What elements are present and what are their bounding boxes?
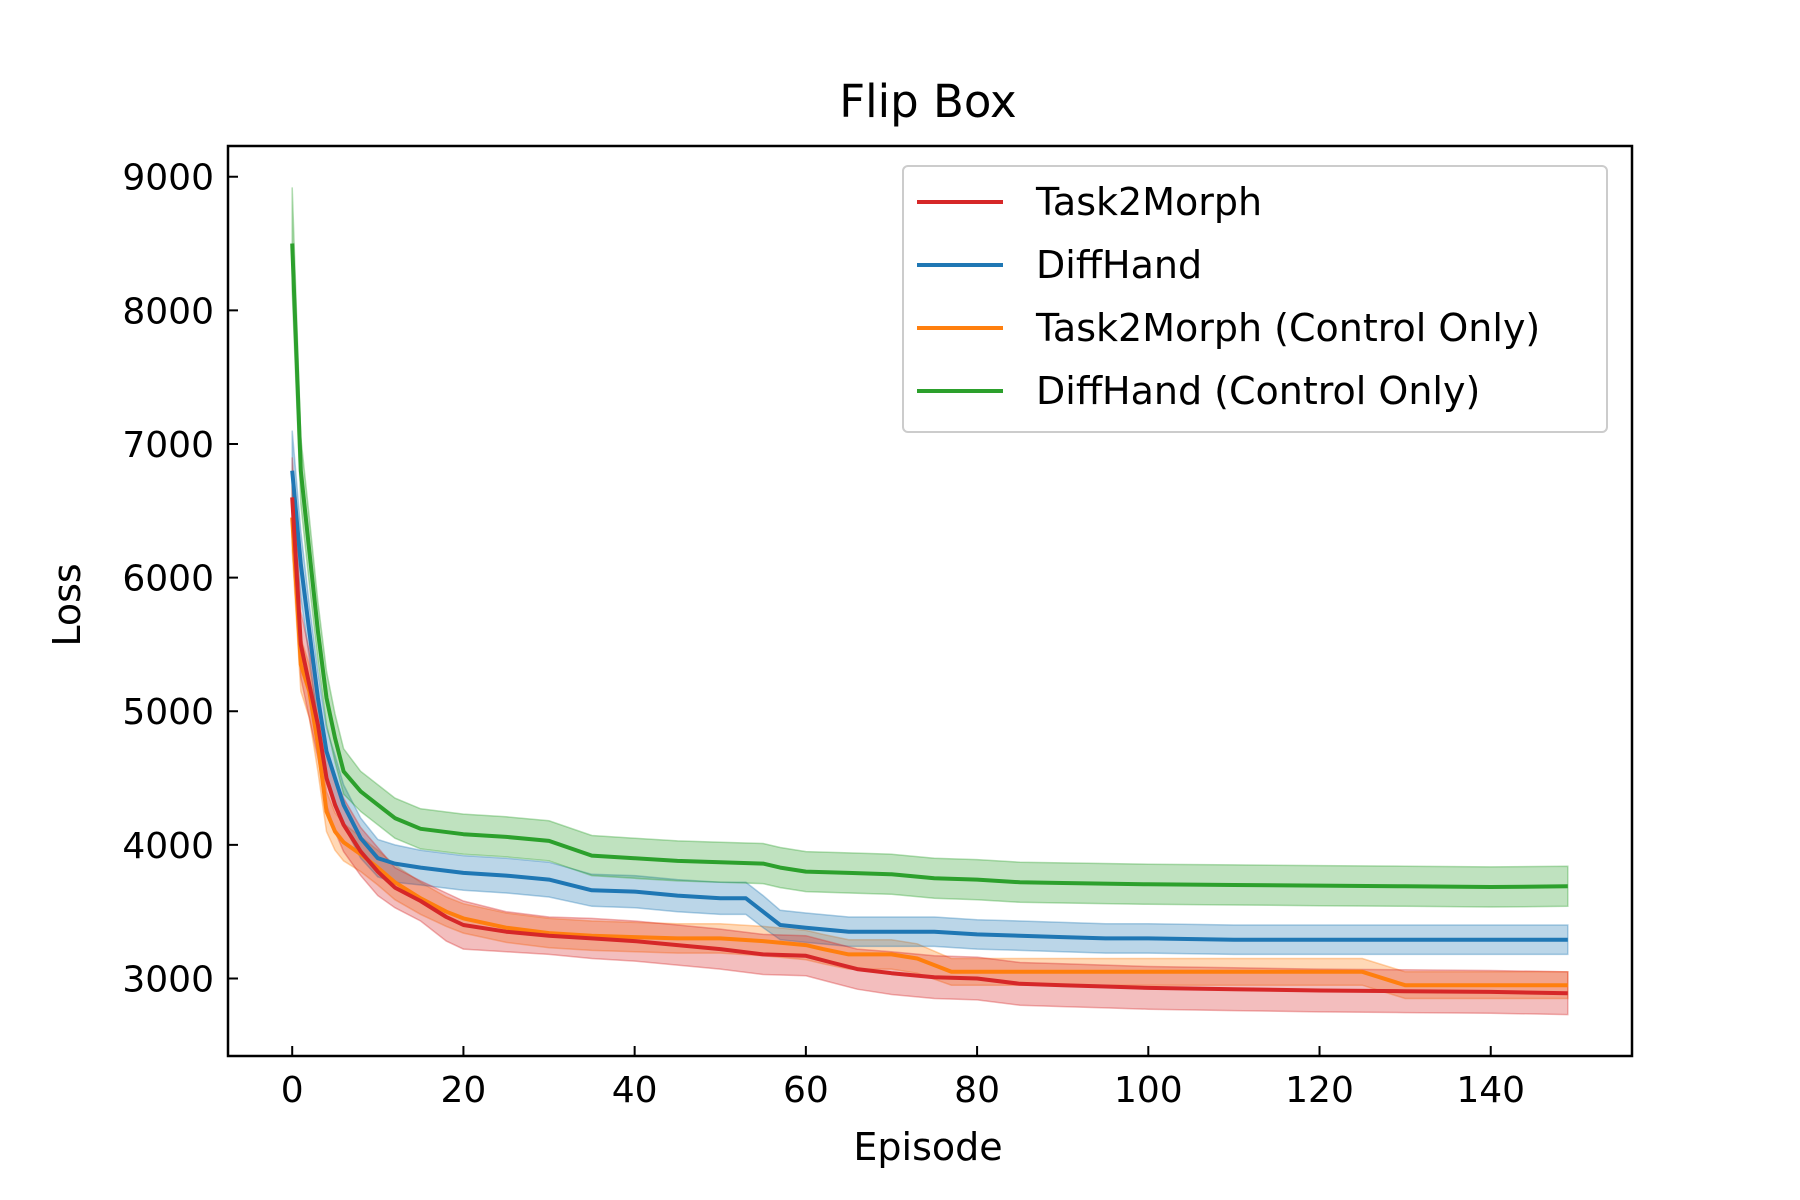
line-task2morph-control-only <box>290 517 1568 988</box>
confidence-bands <box>291 187 1569 1016</box>
y-tick-label: 4000 <box>122 826 214 867</box>
y-tick-label: 6000 <box>122 559 214 600</box>
legend-label-diffhand: DiffHand <box>1036 243 1202 287</box>
y-tick-label: 8000 <box>122 291 214 332</box>
band-task2morph <box>291 457 1569 1016</box>
y-axis: 3000 4000 5000 6000 7000 8000 9000 <box>122 158 238 1000</box>
legend: Task2Morph DiffHand Task2Morph (Control On… <box>902 165 1608 433</box>
legend-label-task2morph-control-only: Task2Morph (Control Only) <box>1035 306 1540 350</box>
x-tick-label: 120 <box>1285 1070 1354 1111</box>
x-tick-label: 40 <box>612 1070 658 1111</box>
x-tick-label: 140 <box>1456 1070 1525 1111</box>
y-tick-label: 5000 <box>122 692 214 733</box>
band-diffhand <box>291 430 1569 956</box>
series-lines <box>290 243 1568 996</box>
plot-frame <box>226 144 1634 1058</box>
x-tick-label: 80 <box>954 1070 1000 1111</box>
band-diffhand-control-only <box>291 187 1569 908</box>
chart-title: Flip Box <box>839 75 1016 128</box>
x-tick-label: 0 <box>281 1070 304 1111</box>
x-tick-label: 100 <box>1114 1070 1183 1111</box>
x-tick-label: 60 <box>783 1070 829 1111</box>
x-axis-label: Episode <box>853 1125 1002 1169</box>
band-task2morph-control-only <box>291 484 1569 1000</box>
y-tick-label: 7000 <box>122 425 214 466</box>
y-tick-label: 9000 <box>122 158 214 199</box>
y-axis-label: Loss <box>45 563 89 646</box>
legend-label-task2morph: Task2Morph <box>1035 180 1262 224</box>
x-tick-label: 20 <box>441 1070 487 1111</box>
legend-label-diffhand-control-only: DiffHand (Control Only) <box>1036 369 1480 413</box>
legend-frame <box>902 165 1608 433</box>
y-tick-label: 3000 <box>122 959 214 1000</box>
line-task2morph <box>290 497 1568 996</box>
line-diffhand-control-only <box>290 243 1568 889</box>
line-diffhand <box>290 470 1568 942</box>
x-axis: 0 20 40 60 80 100 120 140 <box>281 1046 1525 1111</box>
